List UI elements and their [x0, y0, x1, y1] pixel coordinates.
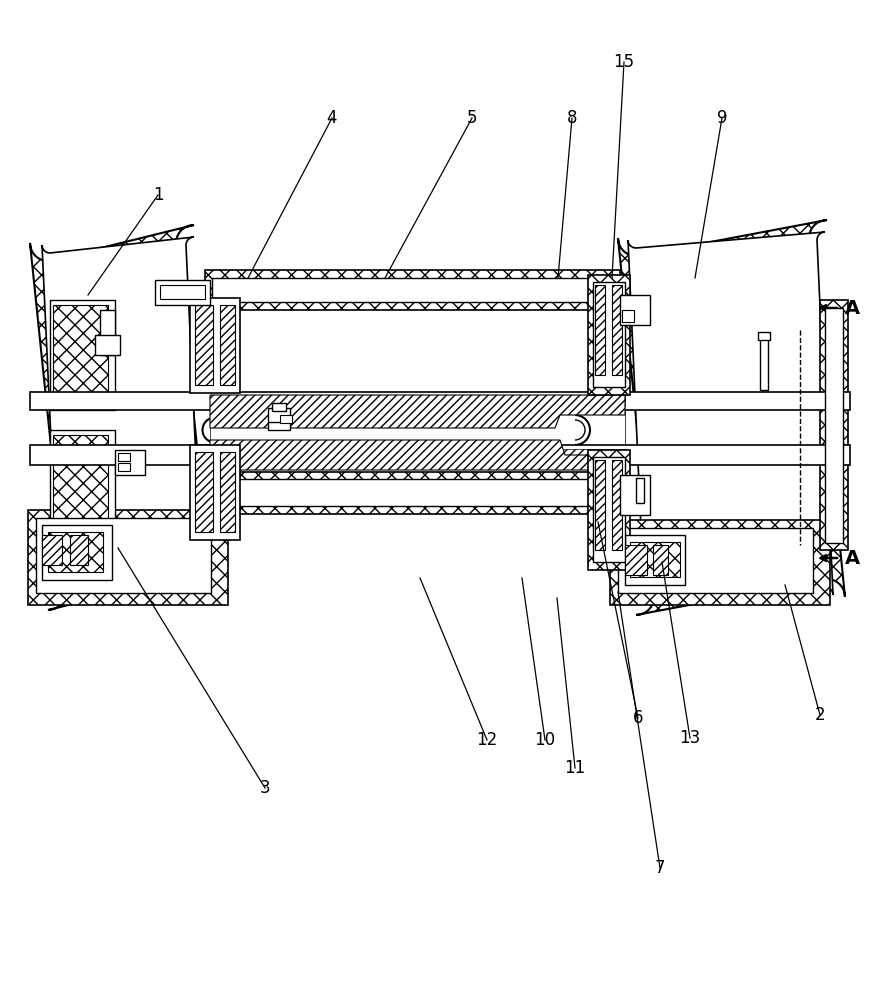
Polygon shape [42, 237, 202, 598]
Bar [210, 449, 624, 461]
Bar [635, 478, 643, 503]
Text: 10: 10 [534, 731, 555, 749]
Bar [611, 460, 621, 550]
Bar [619, 475, 649, 515]
Bar [30, 445, 849, 465]
Text: 2: 2 [814, 706, 824, 724]
Bar [630, 542, 679, 577]
Bar [118, 453, 130, 461]
Text: 1: 1 [153, 186, 163, 204]
Bar [211, 278, 611, 302]
Bar [100, 310, 115, 355]
Text: 7: 7 [654, 859, 665, 877]
Bar [757, 332, 769, 340]
Text: 4: 4 [326, 109, 337, 127]
Text: 6: 6 [632, 709, 643, 727]
Bar [220, 305, 235, 385]
Bar [220, 452, 235, 532]
Bar [195, 305, 213, 385]
Bar [53, 435, 108, 535]
Bar [621, 310, 633, 322]
Text: 12: 12 [476, 731, 497, 749]
Bar [195, 452, 213, 532]
Bar [267, 422, 289, 430]
Bar [617, 528, 812, 593]
Bar [28, 510, 228, 605]
Bar [42, 535, 62, 565]
Polygon shape [617, 220, 844, 615]
Bar [592, 282, 624, 387]
Bar [610, 520, 829, 605]
Polygon shape [30, 225, 211, 610]
Bar [819, 300, 847, 550]
Text: 13: 13 [679, 729, 700, 747]
Text: 15: 15 [613, 53, 634, 71]
Bar [50, 300, 115, 410]
Text: 9: 9 [716, 109, 726, 127]
Text: A: A [844, 298, 859, 318]
Bar [204, 270, 619, 310]
Text: 5: 5 [467, 109, 477, 127]
Bar [36, 518, 210, 593]
Bar [189, 445, 239, 540]
Bar [588, 450, 630, 570]
Bar [210, 410, 624, 445]
Text: 11: 11 [564, 759, 585, 777]
Bar [155, 280, 210, 305]
Bar [211, 479, 611, 506]
Bar [280, 415, 292, 423]
Bar [588, 275, 630, 395]
Bar [619, 295, 649, 325]
Bar [30, 392, 849, 410]
Bar [210, 396, 624, 406]
Bar [204, 472, 619, 514]
Bar [624, 545, 646, 575]
Text: 8: 8 [567, 109, 576, 127]
Bar [50, 430, 115, 540]
Bar [115, 450, 145, 475]
Bar [624, 535, 684, 585]
Bar [592, 457, 624, 562]
Bar [189, 298, 239, 393]
Bar [160, 285, 204, 299]
Polygon shape [210, 395, 624, 428]
Bar [611, 285, 621, 375]
Bar [272, 403, 286, 411]
Bar [70, 535, 88, 565]
Bar [595, 460, 604, 550]
Polygon shape [627, 232, 832, 603]
Bar [53, 305, 108, 405]
Bar [48, 532, 103, 572]
Bar [824, 308, 842, 543]
Polygon shape [210, 440, 624, 470]
Bar [759, 335, 767, 390]
Bar [118, 463, 130, 471]
Text: 3: 3 [260, 779, 270, 797]
Bar [95, 335, 120, 355]
Bar [42, 525, 112, 580]
Bar [595, 285, 604, 375]
Bar [652, 545, 667, 575]
Bar [267, 408, 289, 423]
Text: A: A [844, 548, 859, 568]
